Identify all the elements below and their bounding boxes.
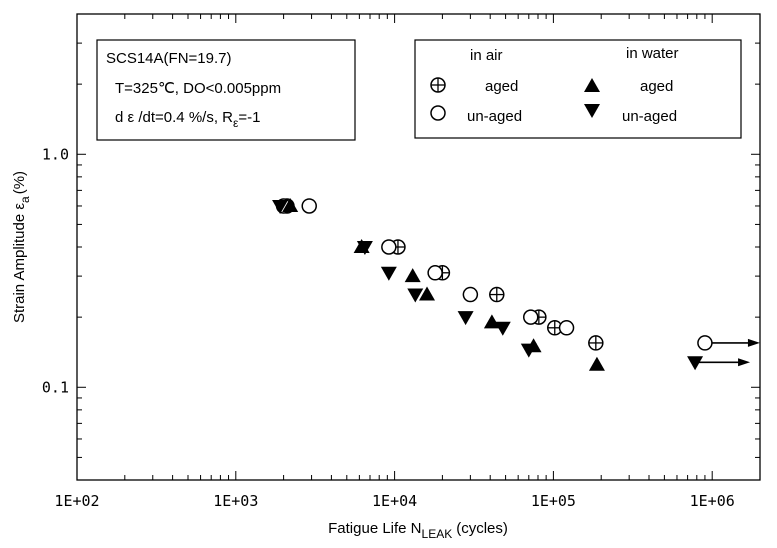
data-point [282, 197, 299, 212]
legend-marker-water-unaged [584, 104, 600, 118]
legend-water-unaged-label: un-aged [622, 108, 677, 125]
data-point [489, 286, 505, 303]
condition-temperature: T=325℃, DO<0.005ppm [115, 80, 281, 97]
data-point [522, 309, 539, 325]
data-point [427, 265, 443, 281]
series-in-water-un-aged [272, 199, 751, 371]
data-point [697, 335, 713, 351]
legend-group-air: in air [470, 47, 503, 64]
data-point [407, 288, 424, 303]
condition-material: SCS14A(FN=19.7) [106, 50, 231, 67]
runout-arrow [704, 338, 760, 347]
axis-ticks [76, 13, 761, 481]
conditions-box: SCS14A(FN=19.7) T=325℃, DO<0.005ppm d ε … [96, 39, 356, 141]
data-point [419, 286, 436, 301]
y-axis-title: Strain Amplitude εa(%) [11, 171, 32, 323]
data-point [390, 239, 406, 255]
condition-strain-rate: d ε /dt=0.4 %/s, Rε=-1 [115, 109, 260, 130]
data-point [588, 335, 604, 351]
x-axis-title-subscript: LEAK [422, 527, 453, 541]
x-tick-label: 1E+06 [690, 492, 735, 510]
data-point [380, 266, 397, 281]
series-in-air-un-aged [275, 198, 760, 351]
legend-air-aged-label: aged [485, 78, 518, 95]
data-point [588, 356, 605, 371]
y-tick-label: 1.0 [42, 145, 69, 163]
data-point [483, 314, 500, 329]
data-point [462, 286, 479, 303]
legend-marker-air-aged [430, 77, 446, 93]
data-point [356, 241, 373, 255]
legend-marker-water-aged [584, 78, 600, 92]
axis-tick-labels: 1E+02 1E+03 1E+04 1E+05 1E+06 1.0 0.1 [42, 145, 735, 510]
legend-group-water: in water [626, 45, 679, 62]
data-point [494, 321, 511, 336]
y-axis-title-subscript: a [18, 196, 32, 203]
runout-arrow [695, 358, 751, 367]
data-point [687, 356, 704, 371]
data-point [404, 268, 421, 283]
y-tick-label: 0.1 [42, 378, 69, 396]
series-in-water-aged [282, 197, 605, 371]
legend-markers [430, 77, 600, 121]
x-tick-label: 1E+04 [372, 492, 417, 510]
data-point [301, 198, 317, 214]
x-axis-title: Fatigue Life NLEAK (cycles) [328, 520, 508, 541]
data-point [558, 320, 575, 336]
legend-water-aged-label: aged [640, 78, 673, 95]
legend-marker-air-unaged [430, 105, 446, 121]
x-tick-label: 1E+05 [531, 492, 576, 510]
data-point [272, 199, 289, 214]
x-tick-label: 1E+02 [54, 492, 99, 510]
data-point [381, 239, 397, 255]
legend-air-unaged-label: un-aged [467, 108, 522, 125]
legend: in air in water aged un-aged aged un-age… [414, 39, 742, 139]
data-point [520, 343, 537, 358]
data-point [457, 311, 474, 326]
x-tick-label: 1E+03 [213, 492, 258, 510]
data-points [272, 197, 760, 371]
